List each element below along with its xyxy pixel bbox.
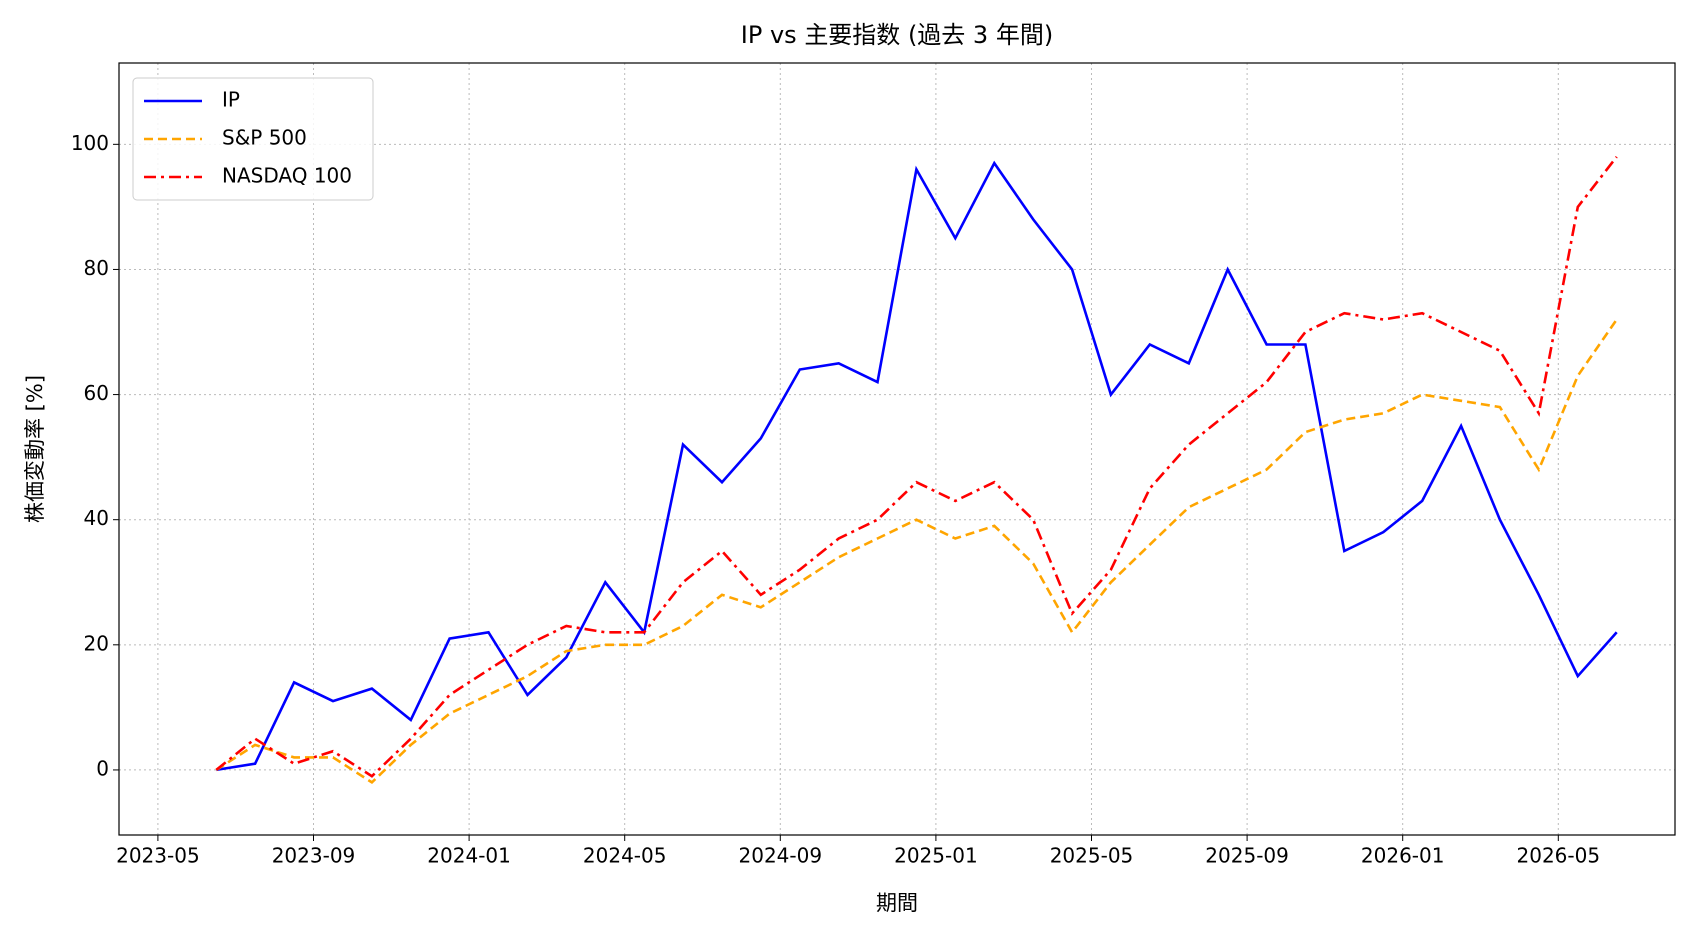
legend: IP S&P 500 NASDAQ 100 (132, 77, 374, 201)
x-tick-label: 2025-09 (1205, 844, 1289, 868)
chart-title: IP vs 主要指数 (過去 3 年間) (741, 21, 1053, 49)
y-tick-label: 20 (84, 631, 109, 655)
x-tick-label: 2023-05 (116, 844, 200, 868)
y-tick-label: 40 (84, 506, 109, 530)
y-tick-label: 60 (84, 381, 109, 405)
legend-label: IP (222, 88, 240, 112)
x-tick-label: 2026-05 (1517, 844, 1601, 868)
legend-box (132, 77, 374, 201)
plot-frame (118, 62, 1676, 836)
legend-label: NASDAQ 100 (222, 164, 352, 188)
series-line (216, 160, 1618, 772)
x-axis-label: 期間 (876, 891, 918, 915)
x-tick-label: 2023-09 (272, 844, 356, 868)
x-tick-label: 2024-05 (583, 844, 667, 868)
y-tick-label: 0 (96, 756, 109, 780)
y-axis-label: 株価変動率 [%] (23, 375, 47, 523)
x-tick-label: 2024-09 (739, 844, 823, 868)
y-tick-label: 80 (84, 256, 109, 280)
legend-label: S&P 500 (222, 126, 307, 150)
x-tick-label: 2026-01 (1361, 844, 1445, 868)
y-tick-label: 100 (71, 131, 109, 155)
x-tick-label: 2025-01 (894, 844, 978, 868)
series-line (215, 156, 1618, 778)
x-tick-label: 2024-01 (427, 844, 511, 868)
x-tick-label: 2025-05 (1050, 844, 1134, 868)
series-line (215, 318, 1618, 785)
